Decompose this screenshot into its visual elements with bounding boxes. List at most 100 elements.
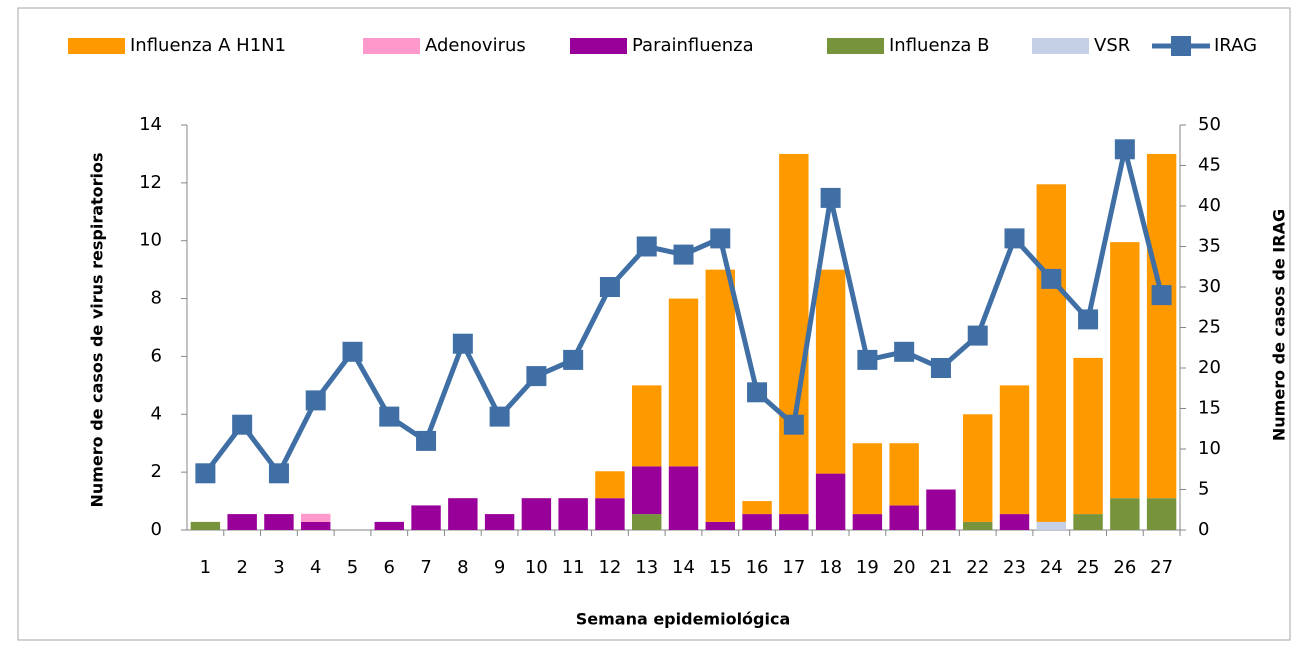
line-marker: [563, 349, 584, 370]
x-tick-label: 16: [746, 557, 769, 578]
line-marker: [268, 463, 289, 484]
line-marker: [673, 244, 694, 265]
x-tick-label: 27: [1150, 557, 1173, 578]
x-tick-label: 4: [310, 557, 321, 578]
line-marker: [342, 341, 363, 362]
x-tick-label: 21: [929, 557, 952, 578]
bar-segment: [779, 153, 809, 515]
y2-tick-label: 15: [1198, 398, 1221, 419]
bar-segment: [632, 466, 662, 515]
bar-segment: [963, 414, 993, 522]
legend-label: Parainfluenza: [632, 35, 754, 56]
x-tick-label: 14: [672, 557, 695, 578]
bar-segment: [668, 298, 699, 467]
y2-tick-label: 50: [1198, 114, 1221, 135]
y-tick-label: 10: [139, 230, 162, 251]
y2-tick-label: 0: [1198, 519, 1209, 540]
y-tick-label: 4: [151, 403, 162, 424]
x-tick-label: 6: [384, 557, 395, 578]
bar-segment: [963, 521, 993, 530]
legend-label: VSR: [1094, 35, 1130, 56]
y2-tick-label: 10: [1198, 438, 1221, 459]
line-marker: [820, 187, 841, 208]
bar-segment: [815, 269, 846, 474]
bar-segment: [301, 513, 331, 522]
y2-tick-label: 35: [1198, 236, 1221, 257]
bar-segment: [374, 521, 404, 530]
x-tick-label: 5: [347, 557, 358, 578]
x-tick-label: 19: [856, 557, 879, 578]
bar-segment: [889, 505, 919, 530]
x-tick-label: 22: [966, 557, 989, 578]
x-tick-label: 1: [200, 557, 211, 578]
x-tick-label: 26: [1113, 557, 1136, 578]
x-tick-label: 10: [525, 557, 548, 578]
y2-tick-label: 25: [1198, 317, 1221, 338]
line-marker: [452, 333, 473, 354]
legend-label: IRAG: [1214, 35, 1257, 56]
line-marker: [526, 366, 547, 387]
y-tick-label: 8: [151, 288, 162, 309]
bar-segment: [1073, 357, 1103, 515]
line-marker: [967, 325, 988, 346]
y2-tick-label: 45: [1198, 155, 1221, 176]
line-marker: [857, 349, 878, 370]
y-tick-label: 6: [151, 345, 162, 366]
x-tick-label: 13: [635, 557, 658, 578]
bar-segment: [190, 521, 221, 530]
y-axis-title: Numero de casos de virus respiratorios: [88, 152, 107, 507]
bar-segment: [1073, 514, 1103, 530]
line-marker: [1004, 228, 1025, 249]
y-tick-label: 0: [151, 519, 162, 540]
x-tick-label: 12: [598, 557, 621, 578]
bar-segment: [705, 521, 735, 530]
bar-segment: [1110, 242, 1140, 499]
line-marker: [930, 358, 951, 378]
bar-segment: [999, 385, 1030, 515]
bar-segment: [815, 473, 846, 530]
line-marker: [599, 277, 620, 297]
bar-segment: [484, 514, 515, 530]
bar-segment: [779, 514, 809, 530]
legend-swatch: [68, 38, 125, 54]
bar-segment: [558, 498, 588, 530]
x-tick-label: 15: [709, 557, 732, 578]
bar-segment: [1146, 498, 1177, 530]
x-tick-label: 18: [819, 557, 842, 578]
bar-segment: [1036, 184, 1066, 522]
line-marker: [379, 406, 400, 427]
bar-segment: [1146, 153, 1177, 499]
bar-segment: [595, 471, 625, 499]
legend-swatch: [1032, 38, 1089, 54]
legend-swatch: [570, 38, 627, 54]
bar-segment: [448, 498, 478, 530]
bar-segment: [705, 269, 735, 522]
x-tick-label: 17: [782, 557, 805, 578]
x-tick-label: 23: [1003, 557, 1026, 578]
bar-segment: [632, 385, 662, 467]
bar-segment: [301, 521, 331, 530]
line-marker: [783, 414, 804, 435]
bar-segment: [632, 514, 662, 530]
line-marker: [1114, 139, 1135, 160]
bar-segment: [595, 498, 625, 530]
bar-segment: [742, 501, 772, 515]
legend-label: Influenza A H1N1: [130, 35, 286, 56]
bar-segment: [852, 443, 883, 515]
x-tick-label: 20: [893, 557, 916, 578]
chart-frame: [17, 7, 1291, 641]
legend-swatch: [1171, 36, 1191, 56]
x-tick-label: 8: [457, 557, 468, 578]
y2-tick-label: 20: [1198, 357, 1221, 378]
y2-tick-label: 30: [1198, 276, 1221, 297]
y2-axis-title: Numero de casos de IRAG: [1270, 209, 1289, 441]
y2-tick-label: 40: [1198, 195, 1221, 216]
line-marker: [416, 430, 437, 451]
line-marker: [710, 228, 731, 249]
bar-segment: [742, 514, 772, 530]
y-tick-label: 12: [139, 172, 162, 193]
y-tick-label: 14: [139, 114, 162, 135]
line-marker: [894, 341, 915, 362]
bar-segment: [1110, 498, 1140, 530]
